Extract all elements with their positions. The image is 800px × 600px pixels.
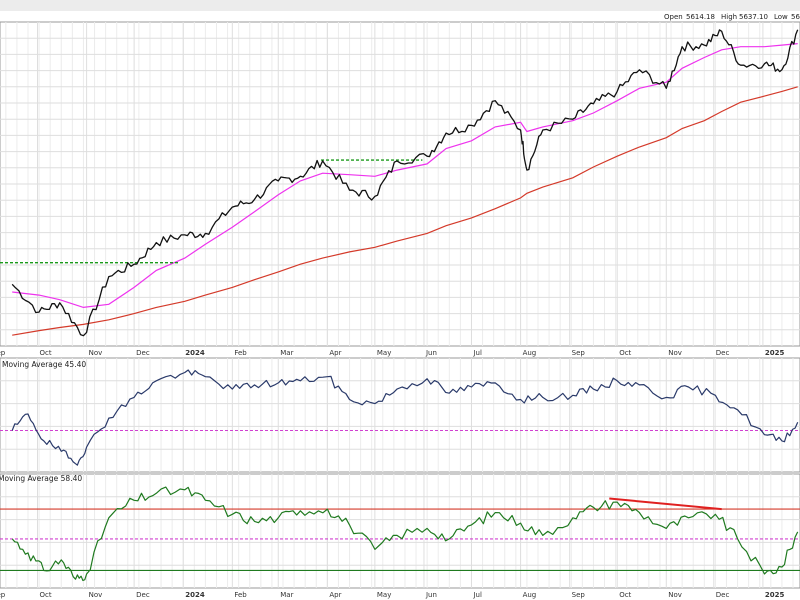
date-axis-label: Sep <box>572 591 586 599</box>
date-axis-label: Sep <box>572 349 586 357</box>
ma50-line <box>12 43 798 309</box>
date-axis-label: 2025 <box>765 349 785 357</box>
date-axis-label: Jul <box>472 349 482 357</box>
date-axis-label: 2025 <box>765 591 785 599</box>
date-axis-label: Feb <box>234 349 247 357</box>
date-axis-label: Sep <box>0 591 6 599</box>
high-value: 5637.10 <box>739 13 768 21</box>
date-axis-label: Mar <box>280 349 293 357</box>
oscillator-1-title: Moving Average 45.40 <box>2 360 86 369</box>
date-axis-label: Jul <box>472 591 482 599</box>
oscillator-2-grid <box>0 474 800 588</box>
date-axis-label: May <box>377 591 391 599</box>
price-line <box>11 29 799 337</box>
date-axis-label: Feb <box>234 591 247 599</box>
ohlc-header: Open 5614.18 High 5637.10 Low 56 <box>664 13 800 21</box>
date-axis-label: 2024 <box>185 349 205 357</box>
low-label: Low <box>774 13 788 21</box>
date-axis-label: Oct <box>619 591 631 599</box>
date-axis-label: Dec <box>136 349 150 357</box>
date-axis-label: Apr <box>329 349 341 357</box>
date-axis-label: Nov <box>668 349 682 357</box>
date-axis-label: May <box>377 349 391 357</box>
oscillator-1-grid <box>0 358 800 472</box>
date-axis-label: Oct <box>40 349 52 357</box>
date-axis-label: Dec <box>716 349 730 357</box>
date-axis-label: Nov <box>89 349 103 357</box>
date-axis-lower: Sep Oct Nov Dec 2024 Feb Mar Apr May Jun Jul Aug Sep… <box>0 591 785 599</box>
divergence-line <box>609 497 722 511</box>
oscillator-2-panel: Moving Average 58.40 <box>0 473 800 589</box>
date-axis-label: Jun <box>425 349 437 357</box>
date-axis-label: Jun <box>425 591 437 599</box>
date-axis-label: Aug <box>523 349 537 357</box>
date-axis-label: Sep <box>0 349 6 357</box>
high-label: High <box>721 13 737 21</box>
date-axis-label: Dec <box>136 591 150 599</box>
oscillator-2-marks <box>0 486 800 582</box>
date-axis-upper: Sep Oct Nov Dec 2024 Feb Mar Apr May Jun Jul Aug Sep… <box>0 349 785 357</box>
open-value: 5614.18 <box>686 13 715 21</box>
date-axis-label: Mar <box>280 591 293 599</box>
date-axis-label: Nov <box>89 591 103 599</box>
oscillator-2-title: Moving Average 58.40 <box>0 474 82 483</box>
date-axis-label: Dec <box>716 591 730 599</box>
price-grid <box>0 22 800 346</box>
open-label: Open <box>664 13 683 21</box>
date-axis-label: 2024 <box>185 591 205 599</box>
oscillator-1-marks <box>0 369 800 466</box>
date-axis-label: Aug <box>523 591 537 599</box>
low-value: 56 <box>791 13 800 21</box>
date-axis-label: Apr <box>329 591 341 599</box>
ma200-line <box>12 86 798 336</box>
oscillator-1-panel: Moving Average 45.40 <box>0 357 800 473</box>
date-axis-label: Oct <box>619 349 631 357</box>
oscillator-1-line <box>11 369 799 466</box>
date-axis-label: Nov <box>668 591 682 599</box>
date-axis-label: Oct <box>40 591 52 599</box>
price-marks <box>0 29 799 337</box>
oscillator-2-line <box>11 486 799 582</box>
price-panel <box>0 21 800 347</box>
